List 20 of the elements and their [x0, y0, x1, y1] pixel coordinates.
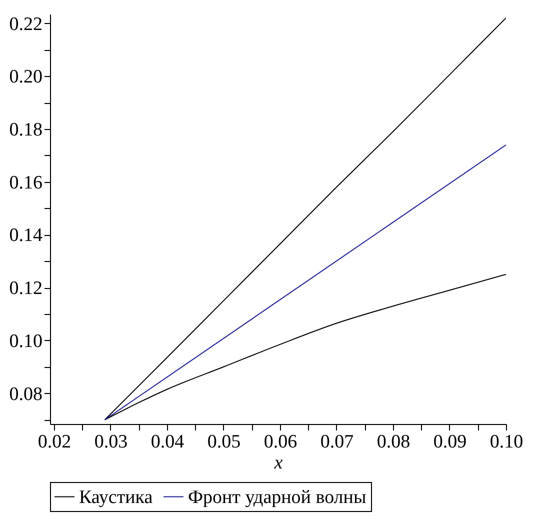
y-tick-label: 0.18	[9, 119, 42, 140]
x-tick-label: 0.02	[38, 432, 72, 452]
x-axis-title: x	[273, 452, 284, 474]
legend-label: Каустика	[79, 486, 154, 508]
y-tick-label: 0.22	[9, 14, 42, 35]
y-tick-label: 0.12	[9, 278, 42, 300]
x-tick-label: 0.06	[264, 432, 298, 452]
legend-label: Фронт ударной волны	[188, 486, 366, 508]
x-tick-label: 0.10	[490, 432, 524, 452]
y-tick-label: 0.16	[9, 172, 42, 194]
y-tick-label: 0.08	[9, 384, 42, 405]
x-tick-label: 0.03	[94, 432, 128, 452]
x-tick-label: 0.07	[320, 432, 354, 452]
y-tick-label: 0.20	[9, 66, 42, 88]
x-tick-label: 0.05	[207, 432, 241, 452]
y-tick-label: 0.10	[9, 330, 42, 352]
x-tick-label: 0.08	[376, 432, 410, 452]
x-tick-label: 0.04	[150, 432, 185, 452]
y-tick-label: 0.14	[9, 225, 43, 246]
x-tick-label: 0.09	[433, 432, 467, 452]
